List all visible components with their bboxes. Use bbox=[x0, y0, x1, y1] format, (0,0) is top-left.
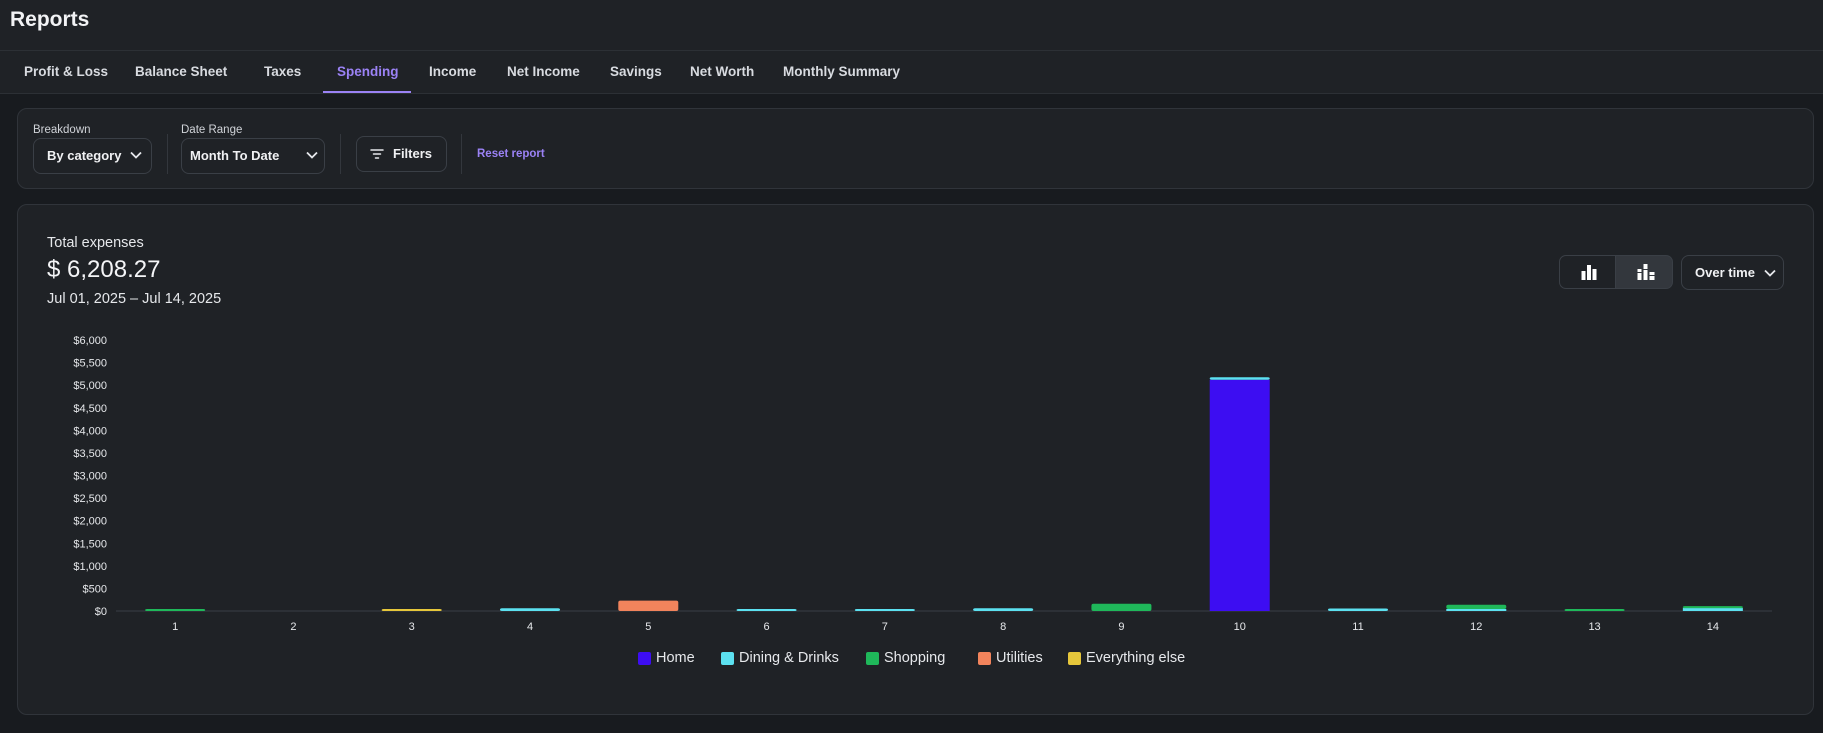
y-tick-label: $2,000 bbox=[73, 516, 107, 528]
tab-monthly-summary[interactable]: Monthly Summary bbox=[783, 64, 901, 79]
x-tick-label: 6 bbox=[764, 621, 770, 633]
x-tick-label: 9 bbox=[1118, 621, 1124, 633]
date-range-label: Date Range bbox=[181, 124, 243, 136]
divider bbox=[340, 134, 341, 174]
tab-net-worth[interactable]: Net Worth bbox=[690, 64, 755, 79]
tab-net-income[interactable]: Net Income bbox=[507, 64, 580, 79]
breakdown-value: By category bbox=[47, 148, 122, 163]
chevron-down-icon bbox=[306, 151, 318, 159]
bar-segment[interactable] bbox=[1682, 606, 1743, 609]
y-tick-label: $4,000 bbox=[73, 425, 107, 437]
bar-segment[interactable] bbox=[618, 600, 679, 611]
page-title: Reports bbox=[10, 8, 90, 31]
x-tick-label: 4 bbox=[527, 621, 533, 633]
legend-swatch bbox=[721, 652, 734, 665]
y-tick-label: $6,000 bbox=[73, 335, 107, 347]
bar-segment[interactable] bbox=[1209, 379, 1270, 611]
spending-bar-chart: $0 $500 $1,000 $1,500 $2,000 $2,500 $3,000 $3,5… bbox=[73, 335, 1772, 633]
bar-segment[interactable] bbox=[500, 608, 560, 611]
breakdown-select[interactable]: By category bbox=[33, 138, 152, 174]
divider bbox=[167, 134, 168, 174]
y-tick-label: $0 bbox=[95, 606, 107, 618]
x-tick-label: 1 bbox=[172, 621, 178, 633]
top-bar: Reports bbox=[0, 0, 1823, 51]
divider bbox=[461, 134, 462, 174]
bar-segment[interactable] bbox=[1564, 609, 1625, 611]
report-filters-card: Breakdown By category Date Range Month T… bbox=[17, 108, 1814, 189]
bar-segment[interactable] bbox=[736, 609, 797, 611]
bar-segment[interactable] bbox=[854, 609, 915, 611]
bar-segment[interactable] bbox=[1446, 609, 1507, 611]
y-tick-label: $1,500 bbox=[73, 538, 107, 550]
bar-segment[interactable] bbox=[973, 608, 1034, 611]
x-tick-label: 14 bbox=[1707, 621, 1719, 633]
stacked-view-button[interactable] bbox=[1615, 255, 1673, 289]
date-range-select[interactable]: Month To Date bbox=[181, 138, 325, 174]
x-tick-label: 12 bbox=[1470, 621, 1482, 633]
y-tick-label: $500 bbox=[83, 583, 107, 595]
y-tick-label: $5,000 bbox=[73, 380, 107, 392]
tab-balance-sheet[interactable]: Balance Sheet bbox=[135, 64, 228, 79]
x-tick-label: 11 bbox=[1352, 621, 1363, 633]
bar-segment[interactable] bbox=[1682, 608, 1743, 611]
y-tick-label: $5,500 bbox=[73, 358, 107, 370]
period-value: Over time bbox=[1695, 265, 1755, 280]
legend-swatch bbox=[1068, 652, 1081, 665]
x-tick-label: 8 bbox=[1000, 621, 1006, 633]
chevron-down-icon bbox=[130, 151, 142, 159]
bar-segment[interactable] bbox=[1209, 377, 1270, 380]
bar-segment[interactable] bbox=[145, 609, 206, 611]
date-range-value: Month To Date bbox=[190, 148, 280, 163]
total-expenses-label: Total expenses bbox=[47, 235, 144, 251]
x-tick-label: 5 bbox=[645, 621, 651, 633]
chevron-down-icon bbox=[1764, 269, 1776, 277]
tab-savings[interactable]: Savings bbox=[610, 64, 662, 79]
spending-chart-card: Total expenses $ 6,208.27 Jul 01, 2025 –… bbox=[17, 204, 1814, 715]
legend-label: Dining & Drinks bbox=[739, 650, 839, 666]
breakdown-label: Breakdown bbox=[33, 124, 91, 136]
bar-segment[interactable] bbox=[1446, 604, 1507, 609]
report-tabs: Profit & Loss Balance Sheet Taxes Spendi… bbox=[0, 51, 1823, 94]
stacked-bar-chart-icon bbox=[1637, 264, 1655, 280]
date-range-text: Jul 01, 2025 – Jul 14, 2025 bbox=[47, 291, 222, 307]
filters-button-label: Filters bbox=[393, 146, 433, 161]
legend-label: Utilities bbox=[996, 650, 1043, 666]
bar-segment[interactable] bbox=[1328, 608, 1388, 611]
tab-income[interactable]: Income bbox=[429, 64, 477, 79]
filters-button[interactable]: Filters bbox=[356, 136, 447, 172]
legend-label: Everything else bbox=[1086, 650, 1186, 666]
y-tick-label: $3,000 bbox=[73, 471, 107, 483]
legend-label: Home bbox=[656, 650, 695, 666]
legend-label: Shopping bbox=[884, 650, 946, 666]
x-tick-label: 13 bbox=[1588, 621, 1600, 633]
legend-swatch bbox=[978, 652, 991, 665]
y-tick-label: $4,500 bbox=[73, 403, 107, 415]
bar-segment[interactable] bbox=[1091, 603, 1152, 611]
x-tick-label: 10 bbox=[1234, 621, 1246, 633]
bar-chart-icon bbox=[1581, 265, 1597, 280]
filter-icon bbox=[370, 149, 384, 159]
reset-report-link[interactable]: Reset report bbox=[477, 148, 545, 160]
tab-taxes[interactable]: Taxes bbox=[264, 64, 302, 79]
y-tick-label: $1,000 bbox=[73, 561, 107, 573]
x-tick-label: 3 bbox=[409, 621, 415, 633]
bar-segment[interactable] bbox=[381, 608, 442, 611]
y-tick-label: $2,500 bbox=[73, 493, 107, 505]
y-tick-label: $3,500 bbox=[73, 448, 107, 460]
active-tab-indicator bbox=[323, 91, 411, 93]
x-tick-label: 2 bbox=[290, 621, 296, 633]
legend-swatch bbox=[866, 652, 879, 665]
period-select[interactable]: Over time bbox=[1681, 255, 1784, 290]
tab-spending[interactable]: Spending bbox=[337, 64, 399, 79]
total-expenses-value: $ 6,208.27 bbox=[47, 256, 161, 283]
tab-profit-loss[interactable]: Profit & Loss bbox=[24, 64, 109, 79]
x-tick-label: 7 bbox=[882, 621, 888, 633]
legend-swatch bbox=[638, 652, 651, 665]
